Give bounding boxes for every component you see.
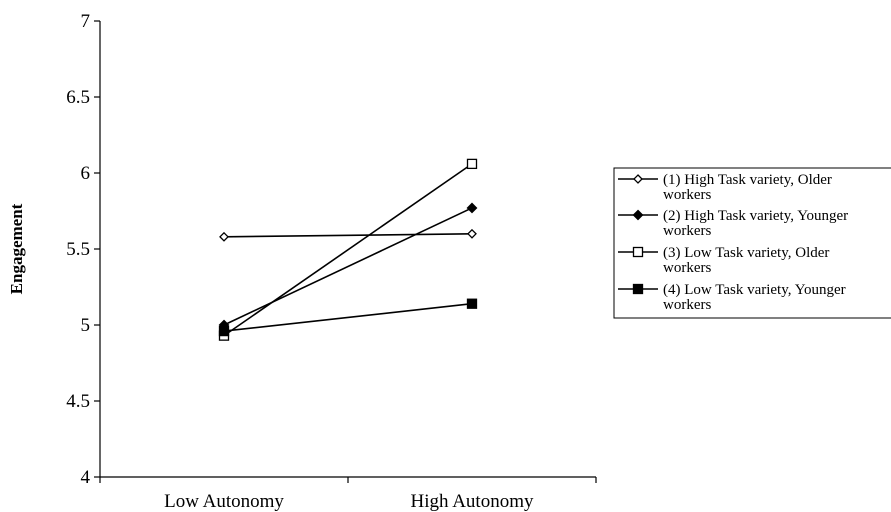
legend-label: (1) High Task variety, Older workers	[663, 172, 832, 203]
legend-item: (3) Low Task variety, Older workers	[618, 245, 829, 276]
legend-label: (3) Low Task variety, Older workers	[663, 245, 829, 276]
data-point	[466, 298, 478, 309]
x-ticks: Low Autonomy High Autonomy	[99, 477, 597, 512]
y-tick-label: 5.5	[66, 239, 90, 260]
series-line	[223, 233, 473, 238]
y-tick-label: 6	[81, 163, 91, 184]
legend-marker	[633, 174, 643, 184]
legend-marker	[632, 209, 644, 221]
data-point	[466, 202, 478, 214]
x-tick-label: Low Autonomy	[164, 491, 284, 512]
y-tick-label: 5	[81, 315, 91, 336]
y-ticks: 4 4.5 5 5.5 6 6.5 7	[66, 11, 100, 488]
legend-item: (2) High Task variety, Younger workers	[618, 208, 848, 239]
series-1	[219, 228, 477, 242]
legend-label: (2) High Task variety, Younger workers	[663, 208, 848, 239]
series-3	[218, 158, 478, 341]
y-tick-label: 7	[81, 11, 91, 32]
series-group	[218, 158, 478, 341]
y-axis-title: Engagement	[7, 203, 26, 294]
legend-marker	[632, 246, 644, 258]
series-line	[223, 302, 473, 332]
legend-label: (4) Low Task variety, Younger workers	[663, 282, 846, 313]
series-4	[218, 298, 478, 337]
x-tick-label: High Autonomy	[411, 491, 534, 512]
y-tick-label: 4	[81, 467, 91, 488]
series-2	[218, 202, 478, 331]
y-tick-label: 6.5	[66, 87, 90, 108]
series-line	[223, 163, 473, 337]
legend-marker	[632, 283, 644, 295]
data-point	[466, 158, 478, 170]
legend-item: (1) High Task variety, Older workers	[618, 172, 832, 203]
y-tick-label: 4.5	[66, 391, 90, 412]
legend-item: (4) Low Task variety, Younger workers	[618, 282, 846, 313]
data-point	[219, 231, 229, 242]
legend: (1) High Task variety, Older workers (2) H…	[613, 167, 891, 319]
series-line	[223, 207, 473, 326]
legend-box	[613, 167, 891, 319]
data-point	[218, 325, 230, 337]
data-point	[467, 228, 477, 239]
